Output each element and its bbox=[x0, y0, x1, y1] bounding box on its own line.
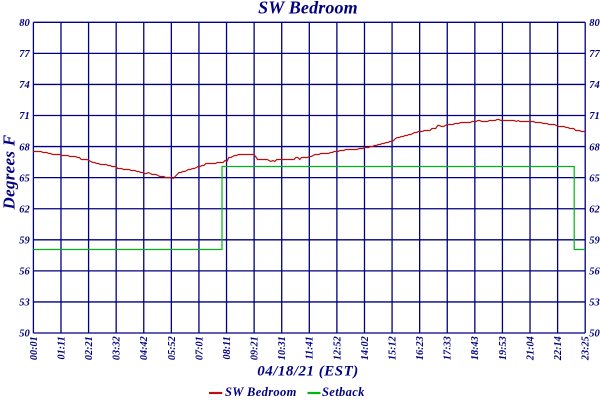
svg-text:68: 68 bbox=[589, 142, 600, 153]
svg-text:80: 80 bbox=[589, 18, 600, 29]
svg-text:09:21: 09:21 bbox=[250, 336, 261, 360]
svg-text:Setback: Setback bbox=[322, 385, 365, 399]
svg-text:SW Bedroom: SW Bedroom bbox=[225, 385, 297, 399]
svg-text:59: 59 bbox=[589, 236, 600, 247]
svg-text:14:02: 14:02 bbox=[360, 336, 371, 360]
svg-text:04:42: 04:42 bbox=[139, 336, 150, 360]
svg-text:53: 53 bbox=[19, 298, 30, 309]
svg-text:17:33: 17:33 bbox=[443, 336, 454, 360]
svg-text:00:01: 00:01 bbox=[29, 336, 40, 360]
svg-text:10:31: 10:31 bbox=[277, 336, 288, 360]
svg-text:65: 65 bbox=[589, 173, 600, 184]
svg-text:03:32: 03:32 bbox=[112, 336, 123, 360]
svg-text:56: 56 bbox=[19, 267, 30, 278]
svg-text:71: 71 bbox=[19, 111, 30, 122]
svg-text:56: 56 bbox=[589, 267, 600, 278]
svg-text:02:21: 02:21 bbox=[84, 336, 95, 360]
svg-text:18:43: 18:43 bbox=[470, 336, 481, 360]
svg-text:01:11: 01:11 bbox=[56, 336, 67, 359]
svg-text:80: 80 bbox=[19, 18, 30, 29]
svg-text:62: 62 bbox=[19, 204, 30, 215]
svg-text:68: 68 bbox=[19, 142, 30, 153]
svg-text:77: 77 bbox=[19, 49, 30, 60]
svg-text:62: 62 bbox=[589, 204, 600, 215]
svg-text:53: 53 bbox=[589, 298, 600, 309]
svg-text:15:12: 15:12 bbox=[388, 336, 399, 360]
svg-text:05:52: 05:52 bbox=[167, 336, 178, 360]
svg-text:65: 65 bbox=[19, 173, 30, 184]
svg-text:Degrees F: Degrees F bbox=[0, 134, 19, 210]
svg-text:08:11: 08:11 bbox=[222, 336, 233, 359]
svg-text:11:41: 11:41 bbox=[305, 336, 316, 359]
svg-text:16:23: 16:23 bbox=[415, 336, 426, 360]
svg-text:SW Bedroom: SW Bedroom bbox=[258, 0, 358, 18]
svg-text:23:25: 23:25 bbox=[581, 336, 592, 361]
svg-text:74: 74 bbox=[19, 80, 30, 91]
svg-text:19:53: 19:53 bbox=[498, 336, 509, 360]
svg-text:07:01: 07:01 bbox=[194, 336, 205, 360]
svg-text:77: 77 bbox=[589, 49, 600, 60]
svg-text:22:14: 22:14 bbox=[553, 336, 564, 361]
svg-text:12:52: 12:52 bbox=[332, 336, 343, 360]
svg-text:50: 50 bbox=[19, 329, 30, 340]
svg-text:74: 74 bbox=[589, 80, 600, 91]
svg-text:21:04: 21:04 bbox=[525, 336, 536, 361]
svg-text:71: 71 bbox=[589, 111, 600, 122]
svg-text:59: 59 bbox=[19, 236, 30, 247]
svg-text:04/18/21 (EST): 04/18/21 (EST) bbox=[257, 363, 359, 379]
svg-text:50: 50 bbox=[589, 329, 600, 340]
